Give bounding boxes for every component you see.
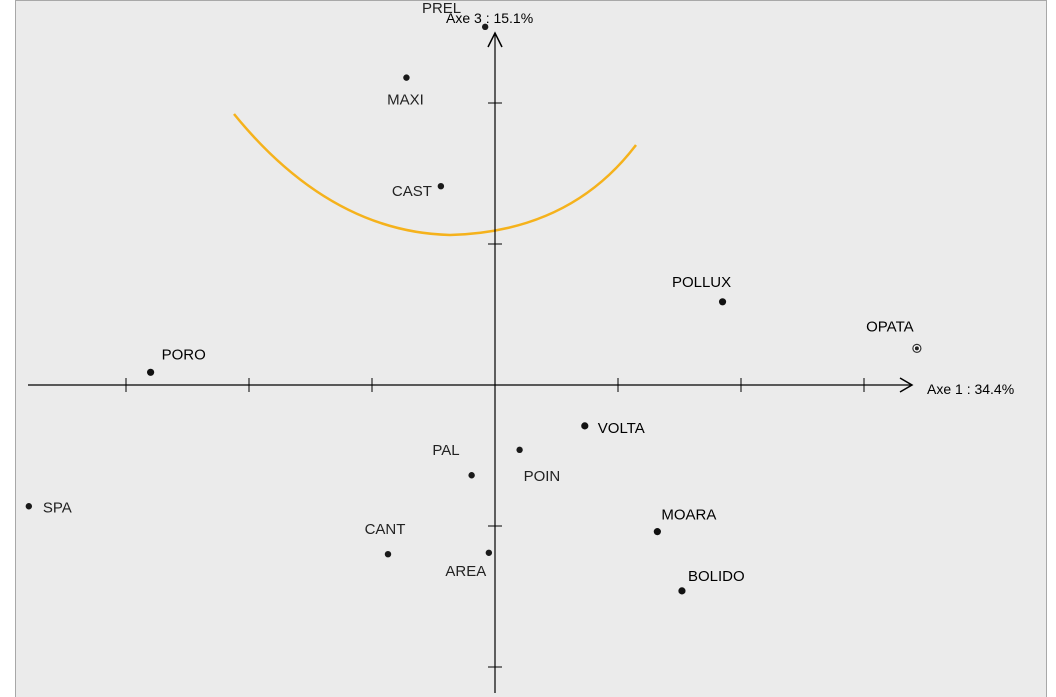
point-label: POIN (524, 468, 561, 485)
data-point: POIN (516, 446, 561, 485)
point-marker (403, 74, 410, 81)
point-label: CAST (392, 183, 432, 200)
point-marker (147, 368, 155, 376)
point-label: MOARA (661, 507, 716, 524)
point-marker (485, 549, 493, 556)
point-marker (384, 551, 392, 558)
point-marker (516, 446, 523, 454)
point-label: MAXI (387, 92, 424, 109)
point-label: PREL (422, 0, 461, 17)
data-point: MAXI (387, 74, 424, 109)
point-marker (468, 472, 475, 479)
point-marker (25, 503, 33, 510)
point-label: BOLIDO (688, 568, 745, 585)
data-point: POLLUX (672, 274, 731, 306)
data-points: PREL MAXI CAST POLLUX OPATA PORO VOLTA POIN PAL S… (25, 0, 922, 595)
point-label: SPA (43, 499, 72, 516)
point-marker-core (914, 346, 919, 351)
point-label: POLLUX (672, 274, 731, 291)
data-point: VOLTA (581, 420, 645, 437)
data-point: CAST (392, 182, 445, 200)
point-marker (678, 587, 686, 595)
data-point: AREA (445, 549, 493, 580)
plot-area (15, 0, 1047, 697)
data-point: PORO (147, 346, 206, 376)
data-point: PAL (432, 442, 475, 479)
point-label: OPATA (866, 318, 914, 335)
point-label: AREA (445, 563, 486, 580)
axes (28, 31, 914, 693)
x-axis-label: Axe 1 : 34.4% (927, 381, 1014, 397)
point-marker (718, 298, 727, 306)
highlight-arc (233, 113, 637, 237)
data-point: PREL (422, 0, 489, 31)
data-point: BOLIDO (678, 568, 745, 595)
data-point: OPATA (866, 318, 922, 353)
point-label: CANT (365, 521, 406, 538)
data-point: CANT (365, 521, 406, 558)
point-label: VOLTA (598, 420, 645, 437)
data-point: MOARA (653, 507, 716, 536)
y-axis-label: Axe 3 : 15.1% (446, 10, 533, 26)
point-marker (581, 422, 589, 430)
point-label: PAL (432, 442, 459, 459)
point-label: PORO (162, 346, 206, 363)
point-marker (437, 182, 445, 190)
x-axis-arrowhead (899, 377, 914, 393)
y-axis-arrowhead (487, 31, 503, 48)
point-marker (653, 528, 661, 536)
point-marker (481, 23, 489, 31)
data-point: SPA (25, 499, 72, 516)
